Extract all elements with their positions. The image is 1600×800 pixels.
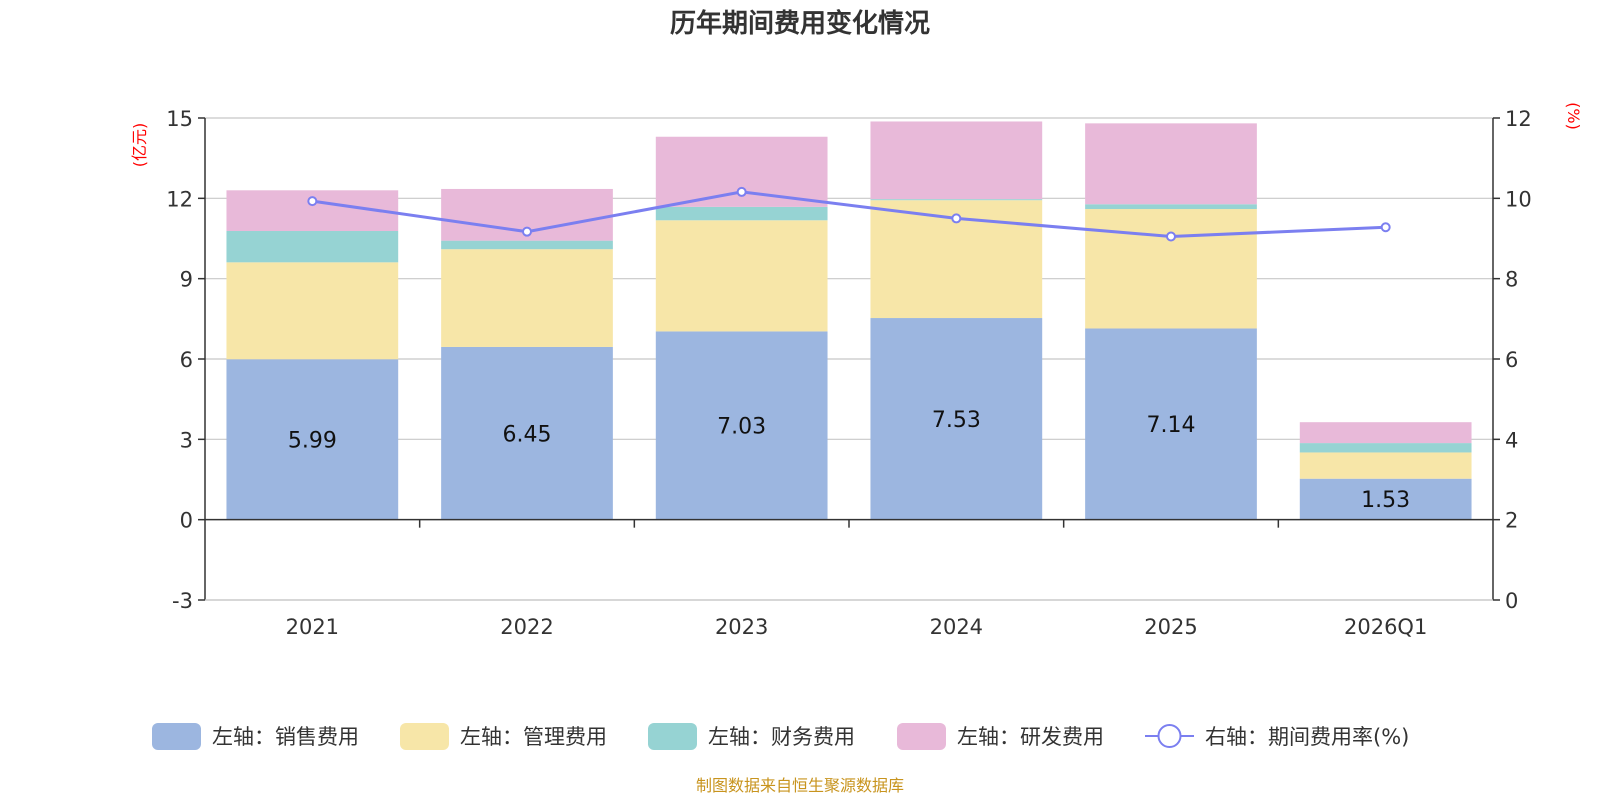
x-tick-label: 2026Q1 xyxy=(1344,615,1427,639)
legend-swatch xyxy=(152,723,201,750)
left-tick-label: 15 xyxy=(166,107,193,131)
rate-point xyxy=(1166,231,1176,242)
bar-labels: 5.99 6.45 7.03 7.53 7.14 1.53 xyxy=(288,408,1410,513)
bar-value-label: 7.14 xyxy=(1147,413,1196,438)
left-tick-label: 3 xyxy=(180,428,193,452)
bar-segment xyxy=(655,331,828,520)
right-tick-label: 4 xyxy=(1505,428,1518,452)
left-tick-label: 9 xyxy=(180,268,193,292)
bar-segment xyxy=(226,359,399,520)
left-axis-unit: (亿元) xyxy=(130,123,149,168)
bar-segment xyxy=(1085,209,1257,329)
rate-point xyxy=(1380,222,1391,233)
legend-swatch xyxy=(400,723,449,750)
bar-value-label: 6.45 xyxy=(503,422,552,447)
rate-point xyxy=(522,226,532,237)
x-tick-label: 2022 xyxy=(500,615,553,639)
bar-segment xyxy=(441,346,613,520)
x-tick-label: 2025 xyxy=(1144,615,1197,639)
bar-segment xyxy=(226,231,399,263)
bar-value-label: 7.53 xyxy=(932,408,981,433)
bar-value-label: 5.99 xyxy=(288,428,337,453)
rate-point xyxy=(951,213,962,224)
rate-line xyxy=(307,186,1391,242)
bar-segment xyxy=(1299,452,1472,479)
bar-segment xyxy=(1085,123,1257,205)
legend-marker-swatch xyxy=(1157,724,1182,748)
legend-label: 左轴：财务费用 xyxy=(708,725,855,749)
bar-segment xyxy=(441,249,613,347)
x-tick-label: 2024 xyxy=(930,615,983,639)
bar-segment xyxy=(441,240,613,250)
left-tick-label: -3 xyxy=(172,589,193,613)
legend: 左轴：销售费用 左轴：管理费用 左轴：财务费用 左轴：研发费用 右轴：期间费用率(%) xyxy=(152,723,1409,750)
right-axis-unit: (%) xyxy=(1564,102,1583,130)
legend-label: 右轴：期间费用率(%) xyxy=(1205,725,1409,749)
bar-value-label: 1.53 xyxy=(1361,488,1410,513)
bar-segment xyxy=(655,206,828,221)
bar-segment xyxy=(226,262,399,360)
legend-label: 左轴：销售费用 xyxy=(212,725,359,749)
bar-segment xyxy=(870,121,1043,200)
right-tick-label: 2 xyxy=(1505,509,1518,533)
right-tick-label: 8 xyxy=(1505,268,1518,292)
x-tick-label: 2023 xyxy=(715,615,768,639)
left-tick-label: 12 xyxy=(166,187,193,211)
rate-line-path xyxy=(312,190,1386,238)
bar-segment xyxy=(1299,443,1472,453)
right-tick-label: 10 xyxy=(1505,187,1532,211)
legend-label: 左轴：管理费用 xyxy=(460,725,607,749)
bar-segment xyxy=(1299,478,1472,520)
bar-segment xyxy=(655,220,828,332)
bar-segment xyxy=(1085,328,1257,520)
left-tick-label: 6 xyxy=(180,348,193,372)
left-tick-label: 0 xyxy=(180,509,193,533)
legend-swatch xyxy=(897,723,946,750)
bar-segment xyxy=(870,318,1043,520)
chart-title: 历年期间费用变化情况 xyxy=(670,8,930,39)
bar-segment xyxy=(1085,204,1257,210)
x-tick-label: 2021 xyxy=(286,615,339,639)
data-source: 制图数据来自恒生聚源数据库 xyxy=(696,776,904,795)
bar-value-label: 7.03 xyxy=(717,415,766,440)
right-tick-label: 12 xyxy=(1505,107,1532,131)
rate-point xyxy=(307,196,318,207)
bar-segment xyxy=(870,199,1043,201)
legend-swatch xyxy=(648,723,697,750)
rate-point xyxy=(736,186,747,197)
axes: -3 0 3 6 9 12 15 0 2 4 6 8 10 12 2021 2022 2023 2024 2025 2… xyxy=(166,107,1531,639)
bars xyxy=(226,121,1472,520)
legend-label: 左轴：研发费用 xyxy=(957,725,1104,749)
right-tick-label: 6 xyxy=(1505,348,1518,372)
right-tick-label: 0 xyxy=(1505,589,1518,613)
bar-segment xyxy=(1299,422,1472,444)
